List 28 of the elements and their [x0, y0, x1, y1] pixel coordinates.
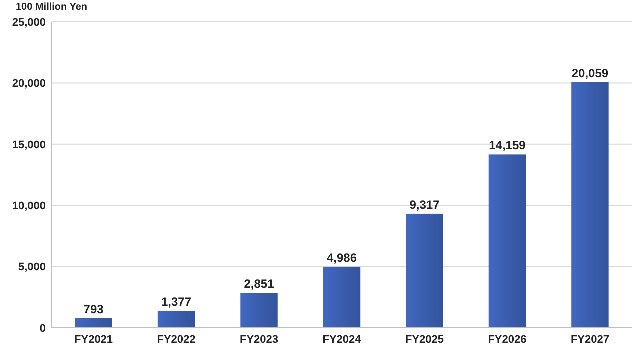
x-tick-label: FY2021	[74, 334, 114, 346]
x-tick-label: FY2027	[570, 334, 610, 346]
data-label: 1,377	[162, 295, 192, 310]
bar	[75, 318, 112, 328]
y-tick-label: 5,000	[18, 262, 46, 274]
bar	[572, 82, 609, 328]
x-tick-label: FY2025	[405, 334, 444, 346]
y-tick-label: 15,000	[12, 139, 46, 152]
x-tick-label: FY2026	[488, 334, 527, 346]
bar	[406, 214, 444, 328]
x-tick-label: FY2024	[322, 334, 362, 346]
y-tick-label: 10,000	[12, 200, 46, 212]
x-tick-label: FY2023	[240, 334, 279, 346]
bar	[488, 154, 526, 328]
data-label: 793	[84, 302, 104, 316]
bar	[323, 266, 361, 328]
data-label: 4,986	[326, 250, 358, 265]
y-tick-label: 20,000	[12, 78, 46, 90]
data-label: 20,059	[572, 66, 609, 80]
y-axis-title: 100 Million Yen	[16, 2, 88, 13]
bar	[240, 293, 278, 328]
y-tick-label: 0	[40, 322, 46, 335]
y-tick-label: 25,000	[12, 16, 46, 29]
data-label: 2,851	[244, 277, 275, 292]
data-label: 9,317	[410, 198, 440, 212]
x-tick-label: FY2022	[157, 334, 196, 346]
bar	[158, 311, 196, 328]
data-label: 14,159	[489, 138, 526, 153]
